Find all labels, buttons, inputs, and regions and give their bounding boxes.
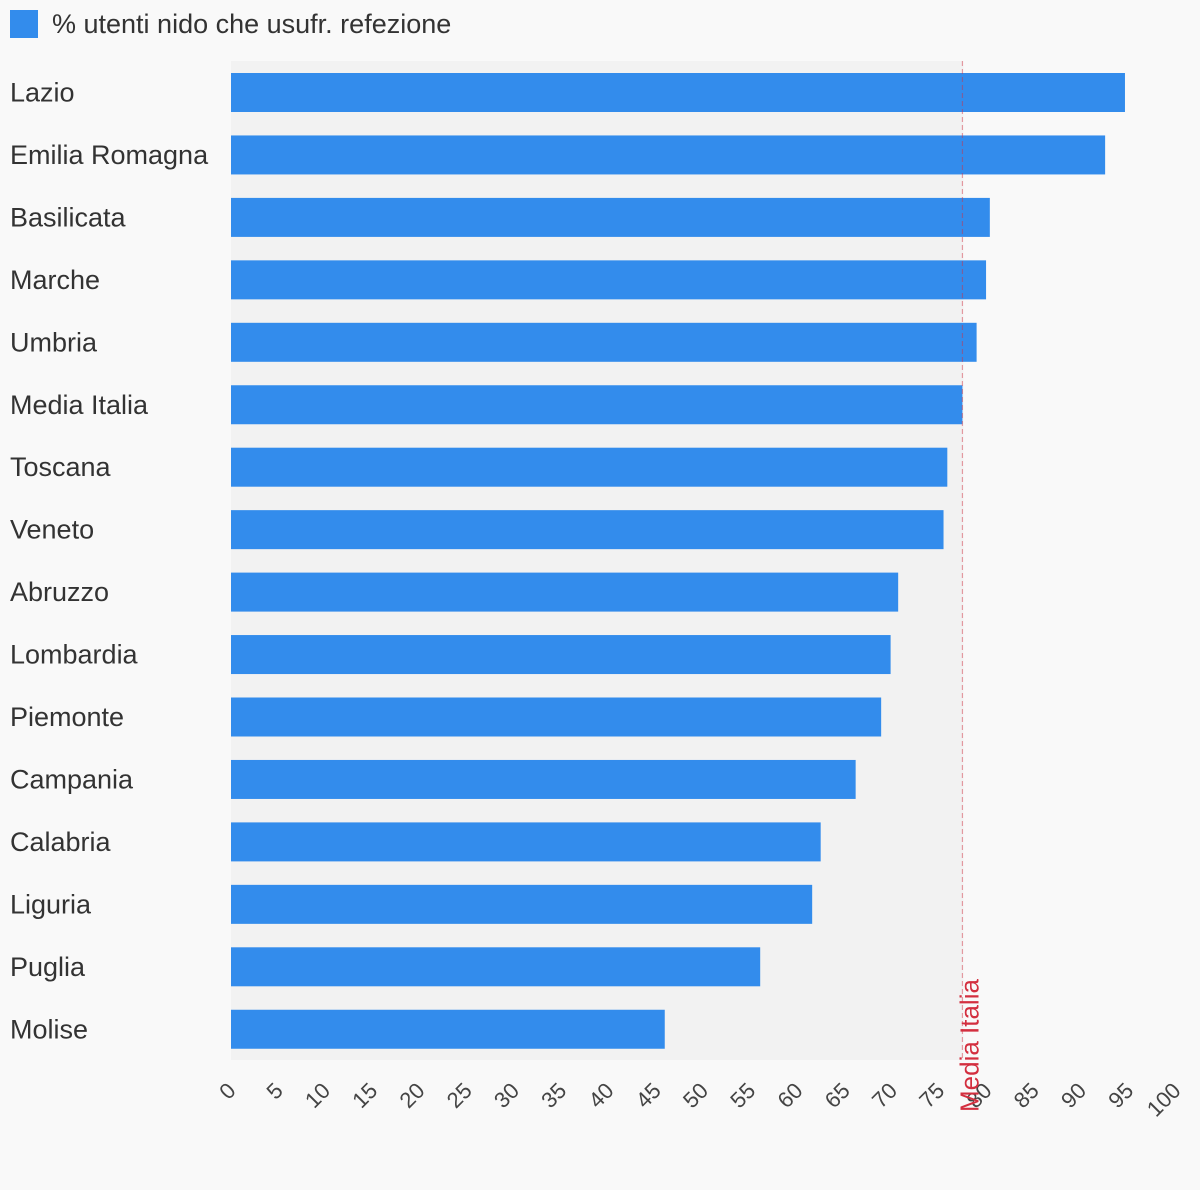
bar-basilicata	[231, 197, 990, 237]
x-tick-label: 5	[261, 1078, 287, 1104]
x-tick-label: 75	[914, 1078, 949, 1113]
category-label: Basilicata	[10, 202, 127, 232]
category-label: Marche	[10, 265, 100, 295]
legend: % utenti nido che usufr. refezione	[10, 10, 451, 38]
bar-veneto	[231, 510, 944, 550]
bar-liguria	[231, 884, 813, 924]
category-label: Abruzzo	[10, 577, 109, 607]
bar-calabria	[231, 822, 821, 862]
category-label: Lazio	[10, 78, 75, 108]
category-label: Emilia Romagna	[10, 140, 209, 170]
x-tick-label: 15	[347, 1078, 382, 1113]
reference-line-label: Media Italia	[954, 979, 984, 1112]
x-tick-label: 25	[442, 1078, 477, 1113]
bar-piemonte	[231, 697, 882, 737]
category-label: Lombardia	[10, 640, 139, 670]
x-tick-label: 10	[300, 1078, 335, 1113]
x-tick-label: 90	[1056, 1078, 1091, 1113]
x-tick-label: 35	[536, 1078, 571, 1113]
x-tick-label: 65	[820, 1078, 855, 1113]
bar-abruzzo	[231, 572, 899, 612]
bar-umbria	[231, 322, 977, 362]
category-label: Puglia	[10, 952, 86, 982]
x-tick-label: 0	[214, 1078, 240, 1104]
bar-campania	[231, 759, 856, 799]
bar-toscana	[231, 447, 948, 487]
bar-media-italia	[231, 385, 963, 425]
x-tick-label: 40	[584, 1078, 619, 1113]
x-tick-label: 100	[1142, 1078, 1186, 1122]
category-label: Media Italia	[10, 390, 149, 420]
x-tick-label: 20	[395, 1078, 430, 1113]
bar-marche	[231, 260, 987, 300]
category-label: Piemonte	[10, 702, 124, 732]
category-label: Umbria	[10, 327, 98, 357]
category-label: Campania	[10, 764, 134, 794]
x-tick-label: 55	[725, 1078, 760, 1113]
legend-swatch	[10, 10, 38, 38]
bar-puglia	[231, 947, 761, 987]
category-label: Veneto	[10, 515, 94, 545]
x-tick-label: 85	[1009, 1078, 1044, 1113]
bar-lombardia	[231, 635, 891, 675]
category-label: Molise	[10, 1014, 88, 1044]
x-tick-label: 30	[489, 1078, 524, 1113]
category-label: Calabria	[10, 827, 112, 857]
x-tick-label: 45	[631, 1078, 666, 1113]
category-label: Liguria	[10, 889, 92, 919]
category-label: Toscana	[10, 452, 112, 482]
x-tick-label: 95	[1103, 1078, 1138, 1113]
x-tick-label: 60	[773, 1078, 808, 1113]
bar-lazio	[231, 73, 1125, 112]
legend-label: % utenti nido che usufr. refezione	[52, 9, 452, 39]
bar-emilia-romagna	[231, 135, 1106, 175]
bar-molise	[231, 1009, 665, 1049]
x-tick-label: 70	[867, 1078, 902, 1113]
x-tick-label: 50	[678, 1078, 713, 1113]
